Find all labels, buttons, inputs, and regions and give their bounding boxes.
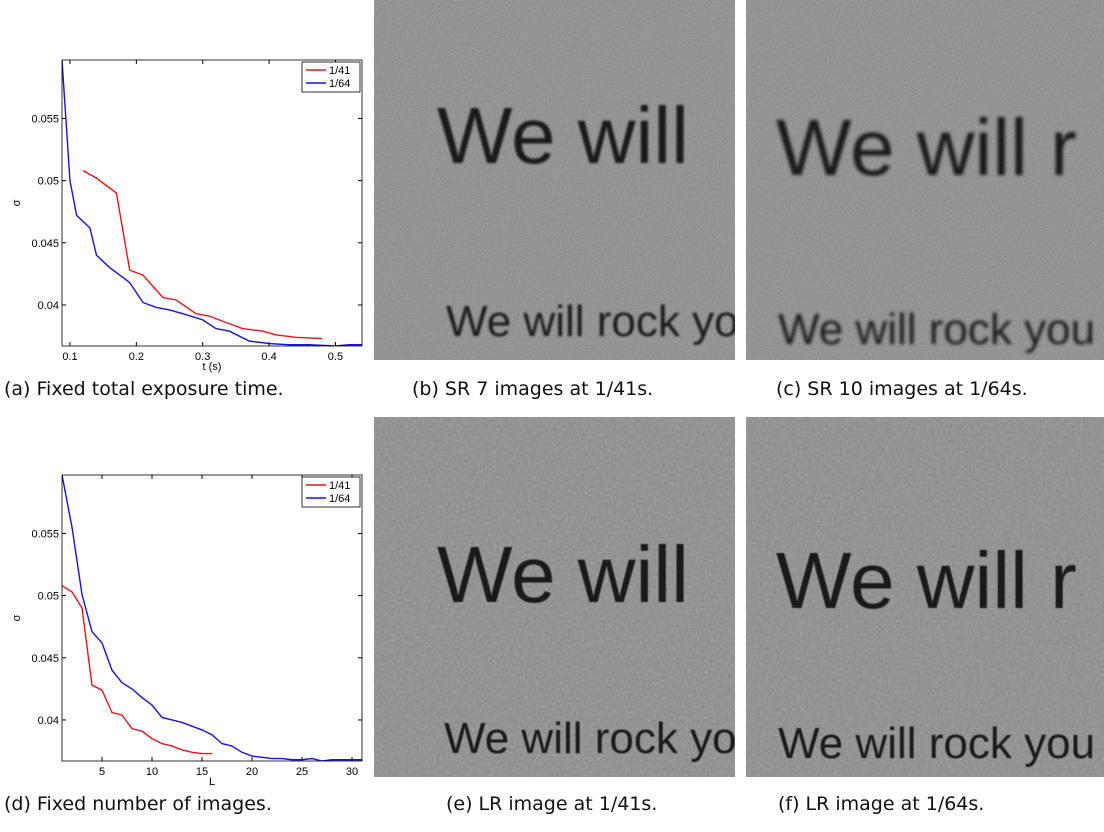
image-text: We will r: [776, 103, 1077, 192]
image-text: We will rock you: [778, 719, 1096, 768]
image-text: We will r: [776, 536, 1077, 625]
x-tick-label: 25: [296, 766, 308, 778]
x-tick-label: 0.4: [261, 351, 276, 363]
x-tick-label: 5: [99, 766, 105, 778]
caption: (b) SR 7 images at 1/41s.: [412, 378, 654, 400]
plot-frame: [61, 474, 363, 762]
y-tick-label: 0.04: [38, 715, 59, 727]
x-axis-label: t (s): [203, 361, 222, 373]
y-tick-label: 0.05: [38, 591, 59, 603]
x-tick-label: 0.3: [195, 351, 210, 363]
image-panel: We will r We will rock you: [746, 0, 1104, 360]
x-tick-label: 0.5: [328, 351, 343, 363]
y-axis-label: σ: [11, 199, 23, 206]
caption: (a) Fixed total exposure time.: [4, 378, 284, 400]
y-tick-label: 0.055: [31, 113, 59, 125]
x-tick-label: 0.1: [62, 351, 77, 363]
x-tick-label: 20: [246, 766, 258, 778]
line-series: [62, 585, 212, 755]
x-tick-label: 30: [346, 766, 358, 778]
y-tick-label: 0.05: [38, 176, 59, 188]
y-tick-label: 0.045: [31, 653, 59, 665]
y-tick-label: 0.045: [31, 238, 59, 250]
image-text: We will rock you: [778, 305, 1096, 354]
y-axis-label: σ: [11, 614, 23, 621]
legend-box: [301, 476, 361, 508]
image-text: We will rock yo: [446, 297, 735, 346]
x-tick-label: 15: [196, 766, 208, 778]
line-series: [62, 60, 362, 346]
legend-label: 1/41: [329, 65, 350, 77]
line-series: [82, 170, 323, 340]
noise: [746, 417, 1104, 777]
y-tick-label: 0.04: [38, 300, 59, 312]
legend-label: 1/41: [329, 480, 350, 492]
image-panel: We will r We will rock you: [746, 417, 1104, 777]
caption: (e) LR image at 1/41s.: [446, 793, 658, 815]
x-axis-label: L: [209, 776, 215, 788]
y-tick-label: 0.055: [31, 528, 59, 540]
image-text: We will rock yo: [444, 714, 735, 763]
image-panel: We will We will rock yo: [374, 417, 735, 777]
legend-label: 1/64: [329, 493, 350, 505]
caption: (c) SR 10 images at 1/64s.: [776, 378, 1028, 400]
image-text: We will: [437, 530, 689, 619]
noise: [374, 417, 735, 777]
image-text: We will: [437, 91, 689, 180]
caption: (f) LR image at 1/64s.: [778, 793, 985, 815]
x-tick-label: 0.2: [129, 351, 144, 363]
legend-box: [301, 61, 361, 93]
noise: [374, 0, 735, 360]
caption: (d) Fixed number of images.: [4, 793, 272, 815]
x-tick-label: 10: [146, 766, 158, 778]
line-series: [62, 475, 362, 761]
plot-frame: [61, 59, 363, 347]
noise: [746, 0, 1104, 360]
image-panel: We will We will rock yo: [374, 0, 735, 360]
legend-label: 1/64: [329, 78, 350, 90]
